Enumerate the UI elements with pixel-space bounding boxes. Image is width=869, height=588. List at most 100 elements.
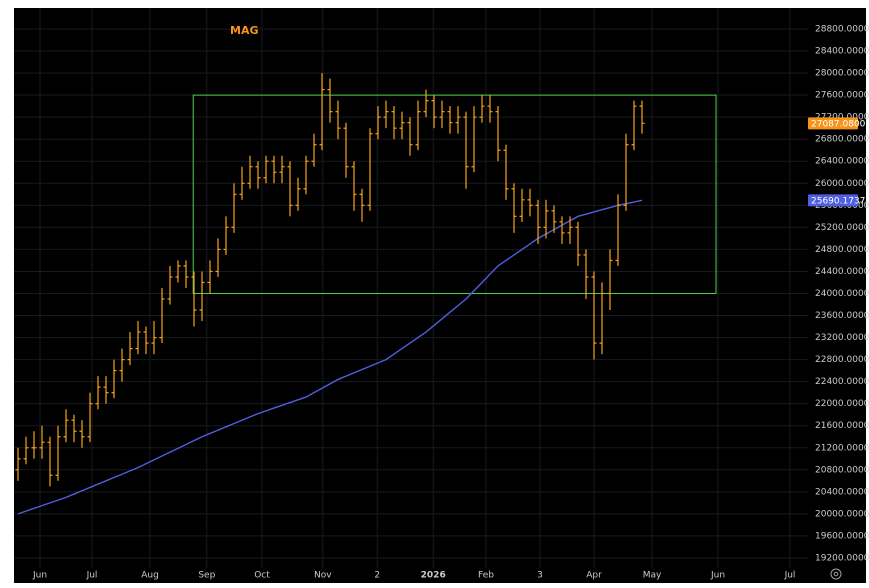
ohlc-bar — [231, 183, 237, 233]
ohlc-bar — [31, 431, 37, 459]
y-tick-label: 28400.0000 — [815, 47, 869, 57]
ohlc-bar — [159, 287, 165, 344]
ohlc-bar — [279, 155, 285, 184]
ohlc-bar — [471, 106, 477, 173]
ohlc-bar — [551, 205, 557, 233]
ohlc-bar — [111, 359, 117, 399]
ohlc-bar — [263, 155, 269, 184]
ohlc-bar — [87, 392, 93, 443]
x-tick-label: Jul — [784, 571, 796, 581]
ohlc-bar — [39, 425, 45, 459]
y-tick-label: 25200.0000 — [815, 223, 869, 233]
ohlc-bar — [63, 409, 69, 443]
ohlc-bar — [215, 238, 221, 277]
y-tick-label: 28000.0000 — [815, 69, 869, 79]
x-tick-label: 2026 — [421, 571, 446, 581]
price-tag-label: 27087.0800 — [811, 119, 866, 129]
y-tick-label: 22000.0000 — [815, 399, 869, 409]
ohlc-bar — [575, 221, 581, 266]
ohlc-bar — [543, 199, 549, 239]
y-tick-label: 26000.0000 — [815, 179, 869, 189]
ohlc-bar — [639, 100, 645, 134]
x-tick-label: May — [643, 571, 662, 581]
ohlc-bar — [183, 260, 189, 288]
x-tick-label: Jun — [32, 571, 47, 581]
x-tick-label: Jul — [86, 571, 98, 581]
ohlc-bar — [303, 155, 309, 195]
ohlc-bar — [95, 376, 101, 410]
ohlc-bar — [447, 106, 453, 134]
x-tick-label: Aug — [141, 571, 159, 581]
chart-background — [14, 8, 866, 583]
ohlc-bar — [143, 326, 149, 355]
ohlc-bar — [615, 194, 621, 266]
ohlc-bar — [519, 188, 525, 222]
x-tick-label: Jun — [710, 571, 725, 581]
ohlc-bar — [103, 376, 109, 404]
ohlc-bar — [407, 117, 413, 156]
ohlc-bar — [423, 89, 429, 118]
ohlc-bar — [463, 111, 469, 189]
ohlc-bar — [343, 122, 349, 178]
y-tick-label: 27600.0000 — [815, 91, 869, 101]
ohlc-bar — [175, 260, 181, 283]
y-tick-label: 24000.0000 — [815, 289, 869, 299]
y-tick-label: 28800.0000 — [815, 24, 869, 34]
ohlc-bar — [503, 144, 509, 200]
ohlc-bar — [567, 216, 573, 244]
ohlc-bar — [375, 106, 381, 140]
ohlc-bar — [167, 265, 173, 305]
y-tick-label: 20800.0000 — [815, 465, 869, 475]
ohlc-bar — [583, 249, 589, 299]
y-tick-label: 23600.0000 — [815, 311, 869, 321]
y-tick-label: 22400.0000 — [815, 377, 869, 387]
chart-title: MAG — [230, 24, 259, 37]
ohlc-bar — [591, 271, 597, 360]
ohlc-bar — [559, 216, 565, 244]
y-tick-label: 19600.0000 — [815, 531, 869, 541]
ohlc-bar — [367, 128, 373, 211]
price-tag — [808, 194, 858, 207]
x-tick-label: Sep — [198, 571, 215, 581]
x-tick-label: 2 — [374, 571, 380, 581]
ohlc-bars — [15, 73, 645, 487]
y-tick-label: 20400.0000 — [815, 487, 869, 497]
x-tick-label: Apr — [586, 571, 602, 581]
ohlc-bar — [191, 271, 197, 327]
y-tick-label: 24400.0000 — [815, 267, 869, 277]
ohlc-bar — [359, 188, 365, 222]
x-tick-label: 3 — [537, 571, 543, 581]
price-tag-label: 25690.1737 — [811, 196, 865, 206]
y-tick-label: 20000.0000 — [815, 509, 869, 519]
ohlc-bar — [535, 199, 541, 244]
ohlc-bar — [327, 78, 333, 123]
ohlc-bar — [351, 161, 357, 211]
settings-icon[interactable] — [830, 568, 842, 580]
range-box — [192, 94, 717, 294]
ohlc-bar — [415, 100, 421, 151]
ohlc-bar — [15, 447, 21, 481]
y-tick-label: 21200.0000 — [815, 443, 869, 453]
x-tick-label: Nov — [314, 571, 332, 581]
ohlc-bar — [431, 95, 437, 129]
ohlc-bar — [55, 425, 61, 481]
y-tick-label: 19200.0000 — [815, 553, 869, 563]
ohlc-bar — [383, 100, 389, 129]
ohlc-bar — [287, 161, 293, 217]
ohlc-bar — [239, 166, 245, 200]
y-tick-label: 21600.0000 — [815, 421, 869, 431]
x-tick-label: Oct — [254, 571, 270, 581]
price-tag — [808, 117, 858, 130]
ohlc-bar — [439, 100, 445, 129]
ohlc-bar — [271, 155, 277, 184]
ohlc-bar — [255, 161, 261, 189]
y-tick-label: 22800.0000 — [815, 355, 869, 365]
ohlc-bar — [71, 414, 77, 443]
ohlc-bar — [511, 183, 517, 233]
ohlc-bar — [527, 188, 533, 217]
y-tick-label: 26800.0000 — [815, 135, 869, 145]
ohlc-bar — [223, 216, 229, 255]
ohlc-bar — [135, 321, 141, 355]
ohlc-bar — [47, 436, 53, 487]
